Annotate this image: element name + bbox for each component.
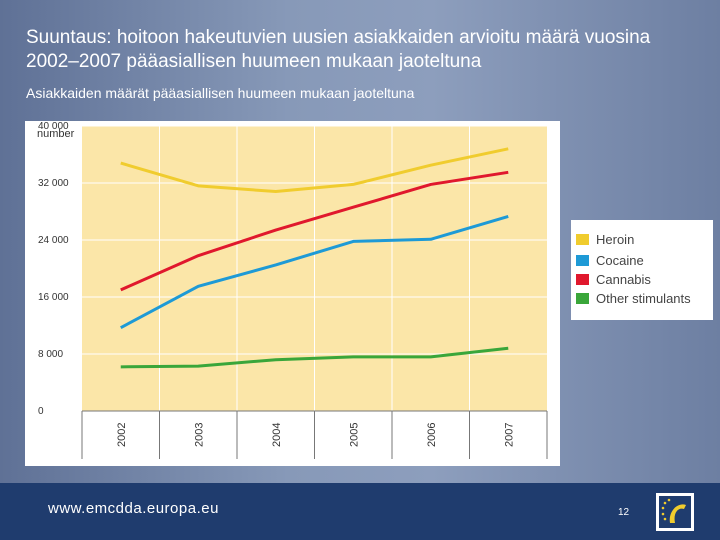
emcdda-logo-icon (656, 493, 694, 531)
page-number: 12 (618, 507, 630, 518)
legend-item-cannabis: Cannabis (576, 271, 651, 287)
x-tick-label: 2002 (116, 423, 128, 447)
legend-item-cocaine: Cocaine (576, 252, 644, 268)
x-tick-label: 2004 (271, 423, 283, 447)
y-tick-labels: 0 8 000 16 000 24 000 32 000 40 000 (38, 121, 69, 417)
slide-subtitle: Asiakkaiden määrät pääasiallisen huumeen… (26, 85, 415, 101)
x-tick-label: 2005 (348, 423, 360, 447)
legend-item-heroin: Heroin (576, 231, 634, 247)
y-axis-title: number (37, 128, 75, 140)
slide-title: Suuntaus: hoitoon hakeutuvien uusien asi… (26, 27, 651, 72)
series-line-heroin (120, 147, 509, 194)
legend-swatch-heroin (576, 233, 589, 245)
chart-legend: Heroin Cocaine Cannabis Other stimulants (571, 220, 713, 320)
x-tick-label: 2003 (193, 423, 205, 447)
line-chart: number 0 8 000 16 000 24 000 32 000 40 000 20… (25, 121, 560, 466)
legend-swatch-other-stimulants (576, 292, 589, 304)
series-line-other-stimulants (120, 346, 509, 369)
chart-canvas: number 0 8 000 16 000 24 000 32 000 40 000 20… (37, 121, 548, 459)
y-tick-label: 0 (38, 406, 44, 417)
legend-swatch-cannabis (576, 273, 589, 285)
y-tick-label: 40 000 (38, 121, 69, 132)
series-line-cannabis (120, 170, 509, 292)
axes (81, 410, 548, 459)
series-lines (120, 147, 509, 369)
x-tick-label: 2006 (426, 423, 438, 447)
y-tick-label: 24 000 (38, 235, 69, 246)
legend-label-cannabis: Cannabis (596, 271, 651, 287)
footer-url-link[interactable]: www.emcdda.europa.eu (48, 500, 219, 517)
series-line-cocaine (120, 215, 509, 329)
y-tick-label: 16 000 (38, 292, 69, 303)
y-tick-label: 8 000 (38, 349, 63, 360)
footer-bar: www.emcdda.europa.eu 12 (0, 483, 720, 540)
y-tick-label: 32 000 (38, 178, 69, 189)
legend-label-cocaine: Cocaine (596, 252, 644, 268)
legend-item-other-stimulants: Other stimulants (576, 290, 691, 306)
legend-swatch-cocaine (576, 254, 589, 266)
x-tick-labels: 2002 2003 2004 2005 2006 2007 (116, 423, 516, 447)
x-tick-label: 2007 (503, 423, 515, 447)
legend-label-heroin: Heroin (596, 231, 635, 247)
legend-label-other-stimulants: Other stimulants (596, 290, 691, 306)
